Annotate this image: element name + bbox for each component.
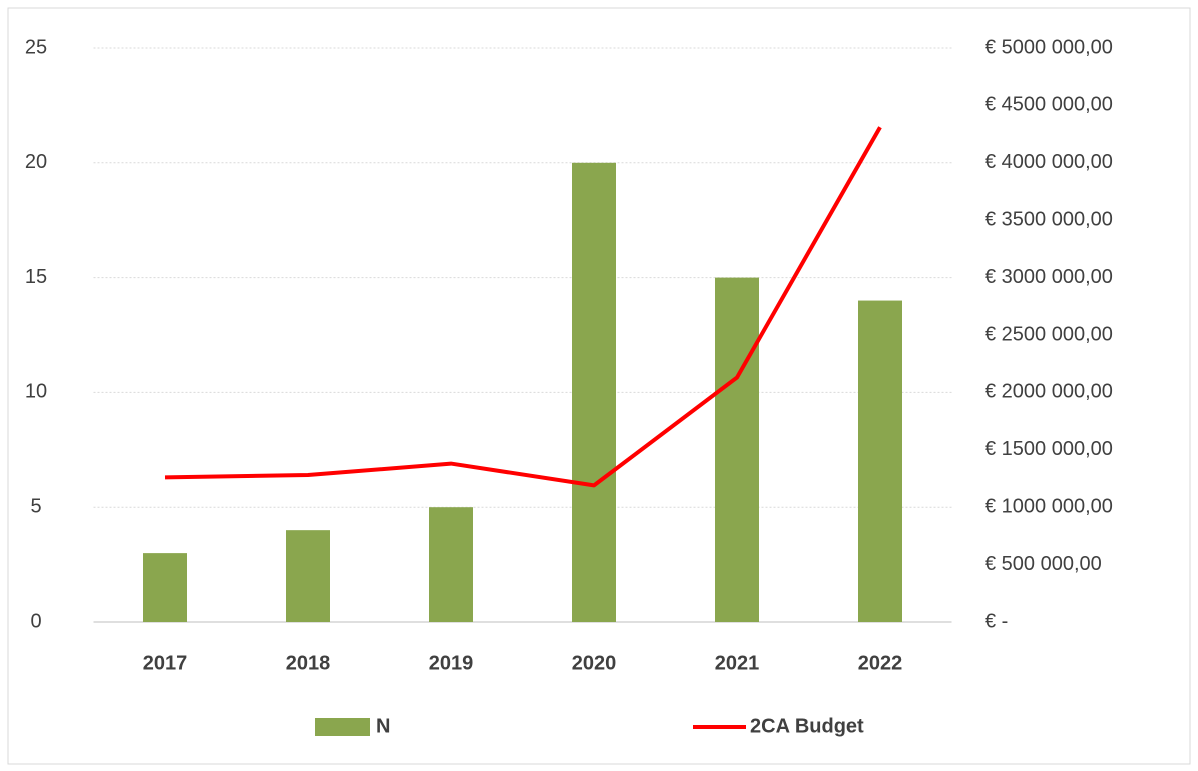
bar <box>715 277 759 622</box>
y2-tick-label: € 2000 000,00 <box>985 381 1113 403</box>
x-tick-label: 2018 <box>286 652 331 674</box>
y-tick-label: 15 <box>25 266 47 288</box>
y-tick-label: 0 <box>30 610 41 632</box>
y2-tick-label: € 500 000,00 <box>985 553 1102 575</box>
y2-tick-label: € 1000 000,00 <box>985 495 1113 517</box>
bar <box>858 300 902 622</box>
y-tick-label: 20 <box>25 151 47 173</box>
y-tick-label: 5 <box>30 495 41 517</box>
y2-tick-label: € - <box>985 610 1008 632</box>
bar <box>286 530 330 622</box>
y-tick-label: 25 <box>25 36 47 58</box>
x-tick-label: 2021 <box>715 652 760 674</box>
y2-tick-label: € 2500 000,00 <box>985 323 1113 345</box>
chart-frame <box>7 7 1191 765</box>
legend-swatch <box>315 718 370 736</box>
x-tick-label: 2020 <box>572 652 617 674</box>
bar <box>429 507 473 622</box>
y-tick-label: 10 <box>25 381 47 403</box>
y2-tick-label: € 1500 000,00 <box>985 438 1113 460</box>
y2-tick-label: € 3000 000,00 <box>985 266 1113 288</box>
x-tick-label: 2019 <box>429 652 474 674</box>
bar <box>143 553 187 622</box>
legend-label: 2CA Budget <box>750 715 864 737</box>
x-tick-label: 2017 <box>143 652 188 674</box>
x-tick-label: 2022 <box>858 652 903 674</box>
line <box>164 126 882 488</box>
y2-tick-label: € 5000 000,00 <box>985 36 1113 58</box>
y2-tick-label: € 4000 000,00 <box>985 151 1113 173</box>
y2-tick-label: € 3500 000,00 <box>985 208 1113 230</box>
y2-tick-label: € 4500 000,00 <box>985 94 1113 116</box>
legend-label: N <box>376 715 390 737</box>
bar <box>572 162 616 623</box>
